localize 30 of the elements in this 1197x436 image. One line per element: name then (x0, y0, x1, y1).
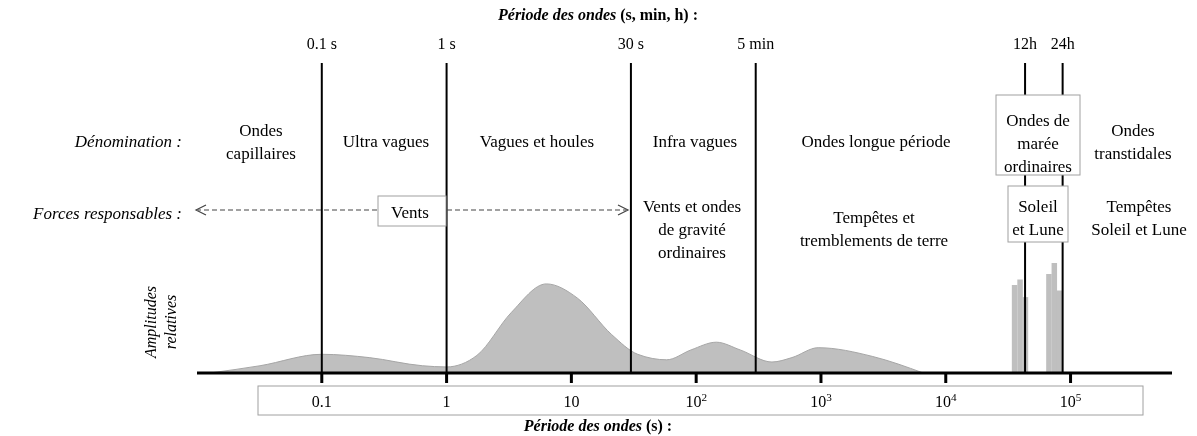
text: Ondes capillaires (226, 121, 296, 163)
ref-line-label: 0.1 s (306, 35, 337, 52)
text: Vents et ondes de gravité ordinaires (642, 197, 742, 262)
text: Ultra vagues (342, 132, 430, 151)
x2-axis-title: Période des ondes (s, min, h) : (497, 6, 698, 24)
x-tick-label: 10$^{4}$ (934, 391, 957, 410)
text: Infra vagues (652, 132, 738, 151)
text: Forces responsables : (32, 204, 182, 223)
ref-line-label: 12h (1013, 35, 1038, 52)
text: Ondes longue période (801, 132, 951, 151)
x-tick-label: 0.1 (311, 393, 332, 410)
x-tick-label: 10 (563, 393, 580, 410)
text: Ondes transtidales (1094, 121, 1172, 163)
y-axis-title: Amplitudes relatives (142, 286, 179, 359)
text: Dénomination : (73, 132, 182, 151)
x-tick-label: 10$^{2}$ (685, 391, 707, 410)
ref-line-label: 30 s (617, 35, 645, 52)
text: Tempêtes Soleil et Lune (1091, 197, 1187, 239)
text: Ondes de marée ordinaires (1004, 111, 1072, 176)
ref-line-label: 1 s (437, 35, 456, 52)
x-tick-label: 10$^{5}$ (1059, 391, 1082, 410)
text: Vagues et houles (479, 132, 595, 151)
text: Tempêtes et tremblements de terre (799, 208, 949, 250)
x-axis-title: Période des ondes (s) : (522, 417, 673, 435)
ref-line-label: 24h (1050, 35, 1075, 52)
text: Vents (391, 203, 429, 222)
text: Soleil et Lune (1012, 197, 1064, 239)
x-tick-label: 10$^{3}$ (810, 391, 833, 410)
ref-line-label: 5 min (737, 35, 775, 52)
x-tick-label: 1 (442, 393, 451, 410)
